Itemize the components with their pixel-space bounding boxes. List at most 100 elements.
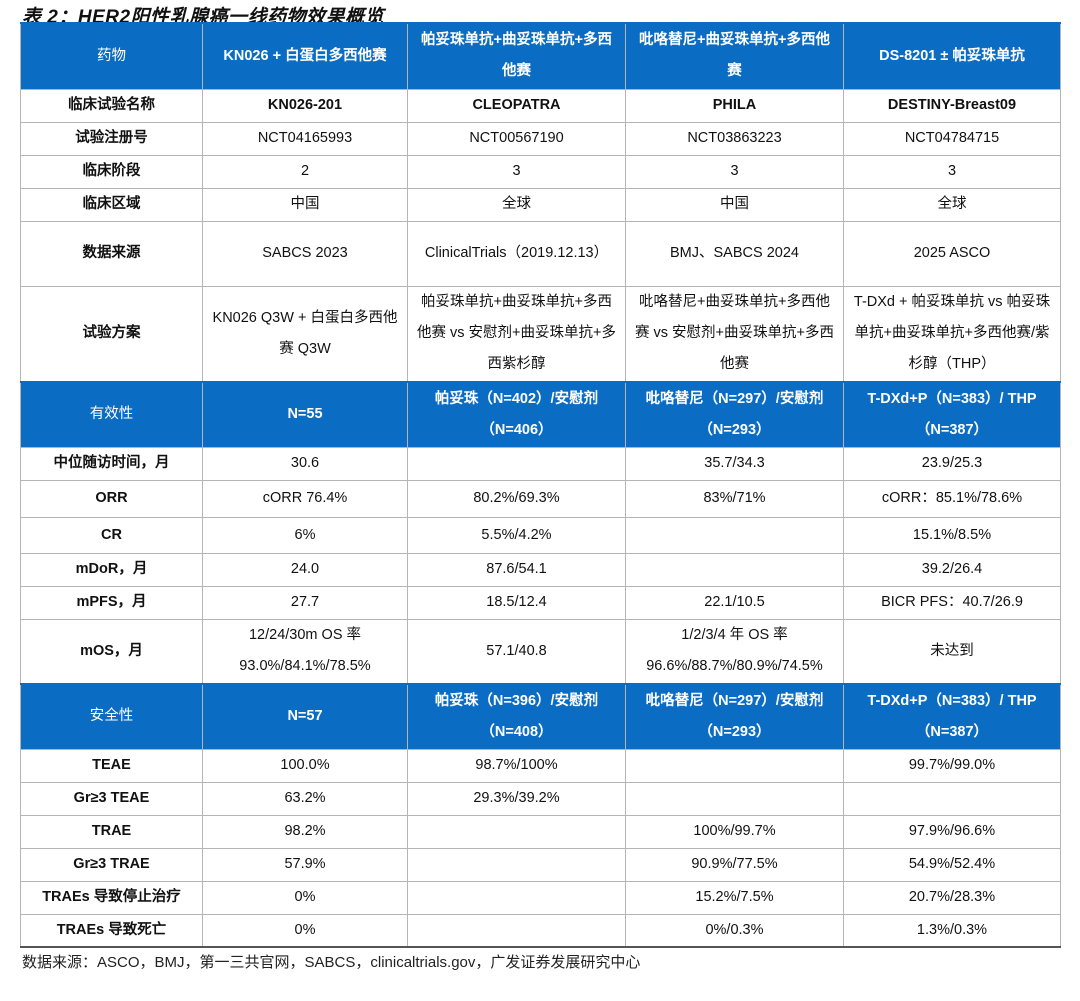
table-cell: 3 bbox=[843, 154, 1061, 189]
table-cell: 2025 ASCO bbox=[843, 220, 1061, 287]
table-cell: 全球 bbox=[407, 187, 626, 222]
table-cell: 吡咯替尼+曲妥珠单抗+多西他赛 bbox=[625, 22, 844, 90]
table-cell: cORR 76.4% bbox=[202, 479, 408, 518]
row-label: mDoR，月 bbox=[20, 552, 203, 587]
row-label: 中位随访时间，月 bbox=[20, 446, 203, 481]
table-cell: BICR PFS：40.7/26.9 bbox=[843, 585, 1061, 620]
table-cell bbox=[625, 516, 844, 554]
table-cell: 80.2%/69.3% bbox=[407, 479, 626, 518]
table-cell: 1.3%/0.3% bbox=[843, 913, 1061, 948]
row-label: TRAE bbox=[20, 814, 203, 849]
row-label: 安全性 bbox=[20, 683, 203, 750]
table-cell: DS-8201 ± 帕妥珠单抗 bbox=[843, 22, 1061, 90]
table-cell: cORR：85.1%/78.6% bbox=[843, 479, 1061, 518]
table-cell: 吡咯替尼（N=297）/安慰剂（N=293） bbox=[625, 683, 844, 750]
table-cell bbox=[407, 446, 626, 481]
table-header-row: 有效性 N=55 帕妥珠（N=402）/安慰剂（N=406） 吡咯替尼（N=297）/… bbox=[20, 381, 1061, 448]
table-cell: 1/2/3/4 年 OS 率 96.6%/88.7%/80.9%/74.5% bbox=[625, 618, 844, 685]
row-label: 数据来源 bbox=[20, 220, 203, 287]
table-cell: 未达到 bbox=[843, 618, 1061, 685]
table-cell: 99.7%/99.0% bbox=[843, 748, 1061, 783]
table-cell: 24.0 bbox=[202, 552, 408, 587]
table-cell: 97.9%/96.6% bbox=[843, 814, 1061, 849]
table-cell: T-DXd+P（N=383）/ THP（N=387） bbox=[843, 381, 1061, 448]
table-cell: 57.1/40.8 bbox=[407, 618, 626, 685]
table-cell: 中国 bbox=[625, 187, 844, 222]
table-row: TEAE 100.0% 98.7%/100% 99.7%/99.0% bbox=[20, 748, 1061, 783]
table-cell: 3 bbox=[625, 154, 844, 189]
table-row: mDoR，月 24.0 87.6/54.1 39.2/26.4 bbox=[20, 552, 1061, 587]
table-cell bbox=[625, 748, 844, 783]
table-cell: NCT00567190 bbox=[407, 121, 626, 156]
table-cell: NCT04784715 bbox=[843, 121, 1061, 156]
table-cell: KN026 + 白蛋白多西他赛 bbox=[202, 22, 408, 90]
table-cell: 全球 bbox=[843, 187, 1061, 222]
table-cell: 3 bbox=[407, 154, 626, 189]
row-label: Gr≥3 TEAE bbox=[20, 781, 203, 816]
table-cell: NCT04165993 bbox=[202, 121, 408, 156]
table-header-row: 安全性 N=57 帕妥珠（N=396）/安慰剂（N=408） 吡咯替尼（N=297）/… bbox=[20, 683, 1061, 750]
table-cell: PHILA bbox=[625, 88, 844, 123]
table-row: CR 6% 5.5%/4.2% 15.1%/8.5% bbox=[20, 516, 1061, 554]
table-row: 临床试验名称 KN026-201 CLEOPATRA PHILA DESTINY-Bre… bbox=[20, 88, 1061, 123]
table-row: TRAEs 导致停止治疗 0% 15.2%/7.5% 20.7%/28.3% bbox=[20, 880, 1061, 915]
table-cell: 帕妥珠单抗+曲妥珠单抗+多西他赛 vs 安慰剂+曲妥珠单抗+多西紫杉醇 bbox=[407, 285, 626, 383]
table-cell: NCT03863223 bbox=[625, 121, 844, 156]
table-header-row: 药物 KN026 + 白蛋白多西他赛 帕妥珠单抗+曲妥珠单抗+多西他赛 吡咯替尼+曲妥… bbox=[20, 22, 1061, 90]
row-label: ORR bbox=[20, 479, 203, 518]
source-note: 数据来源：ASCO，BMJ，第一三共官网，SABCS，clinicaltrial… bbox=[22, 954, 641, 971]
table-cell bbox=[407, 814, 626, 849]
table-row: mOS，月 12/24/30m OS 率 93.0%/84.1%/78.5% 57.… bbox=[20, 618, 1061, 685]
table-row: TRAEs 导致死亡 0% 0%/0.3% 1.3%/0.3% bbox=[20, 913, 1061, 948]
table-cell: 帕妥珠（N=402）/安慰剂（N=406） bbox=[407, 381, 626, 448]
row-label: 试验方案 bbox=[20, 285, 203, 383]
drug-comparison-table: 药物 KN026 + 白蛋白多西他赛 帕妥珠单抗+曲妥珠单抗+多西他赛 吡咯替尼+曲妥… bbox=[20, 22, 1061, 948]
row-label: mOS，月 bbox=[20, 618, 203, 685]
table-row: 数据来源 SABCS 2023 ClinicalTrials（2019.12.13）… bbox=[20, 220, 1061, 287]
table-cell: 100.0% bbox=[202, 748, 408, 783]
table-cell bbox=[843, 781, 1061, 816]
table-cell: 18.5/12.4 bbox=[407, 585, 626, 620]
table-cell: 35.7/34.3 bbox=[625, 446, 844, 481]
table-cell: 22.1/10.5 bbox=[625, 585, 844, 620]
table-row: Gr≥3 TEAE 63.2% 29.3%/39.2% bbox=[20, 781, 1061, 816]
table-cell: 90.9%/77.5% bbox=[625, 847, 844, 882]
table-cell: KN026 Q3W + 白蛋白多西他赛 Q3W bbox=[202, 285, 408, 383]
table-cell: 吡咯替尼+曲妥珠单抗+多西他赛 vs 安慰剂+曲妥珠单抗+多西他赛 bbox=[625, 285, 844, 383]
table-cell: N=57 bbox=[202, 683, 408, 750]
table-row: ORR cORR 76.4% 80.2%/69.3% 83%/71% cORR：85.1… bbox=[20, 479, 1061, 518]
row-label: TRAEs 导致停止治疗 bbox=[20, 880, 203, 915]
table-cell bbox=[407, 913, 626, 948]
table-cell: 23.9/25.3 bbox=[843, 446, 1061, 481]
table-cell: 54.9%/52.4% bbox=[843, 847, 1061, 882]
table-cell: BMJ、SABCS 2024 bbox=[625, 220, 844, 287]
table-cell: SABCS 2023 bbox=[202, 220, 408, 287]
table-cell: 83%/71% bbox=[625, 479, 844, 518]
table-cell: 87.6/54.1 bbox=[407, 552, 626, 587]
table-cell: 29.3%/39.2% bbox=[407, 781, 626, 816]
table-row: TRAE 98.2% 100%/99.7% 97.9%/96.6% bbox=[20, 814, 1061, 849]
table-cell: 帕妥珠（N=396）/安慰剂（N=408） bbox=[407, 683, 626, 750]
table-cell: 63.2% bbox=[202, 781, 408, 816]
table-row: 临床阶段 2 3 3 3 bbox=[20, 154, 1061, 189]
table-cell: 15.2%/7.5% bbox=[625, 880, 844, 915]
row-label: mPFS，月 bbox=[20, 585, 203, 620]
table-cell: 27.7 bbox=[202, 585, 408, 620]
table-cell bbox=[407, 880, 626, 915]
table-cell: 30.6 bbox=[202, 446, 408, 481]
table-cell: 39.2/26.4 bbox=[843, 552, 1061, 587]
table-cell: 2 bbox=[202, 154, 408, 189]
table-cell: 57.9% bbox=[202, 847, 408, 882]
row-label: TRAEs 导致死亡 bbox=[20, 913, 203, 948]
table-cell: 98.7%/100% bbox=[407, 748, 626, 783]
table-row: 试验注册号 NCT04165993 NCT00567190 NCT03863223 NC… bbox=[20, 121, 1061, 156]
row-label: Gr≥3 TRAE bbox=[20, 847, 203, 882]
row-label: 有效性 bbox=[20, 381, 203, 448]
row-label: CR bbox=[20, 516, 203, 554]
table-cell: 100%/99.7% bbox=[625, 814, 844, 849]
table-cell bbox=[625, 781, 844, 816]
table-cell: 98.2% bbox=[202, 814, 408, 849]
table-cell: 中国 bbox=[202, 187, 408, 222]
table-cell: 12/24/30m OS 率 93.0%/84.1%/78.5% bbox=[202, 618, 408, 685]
table-cell: T-DXd+P（N=383）/ THP（N=387） bbox=[843, 683, 1061, 750]
